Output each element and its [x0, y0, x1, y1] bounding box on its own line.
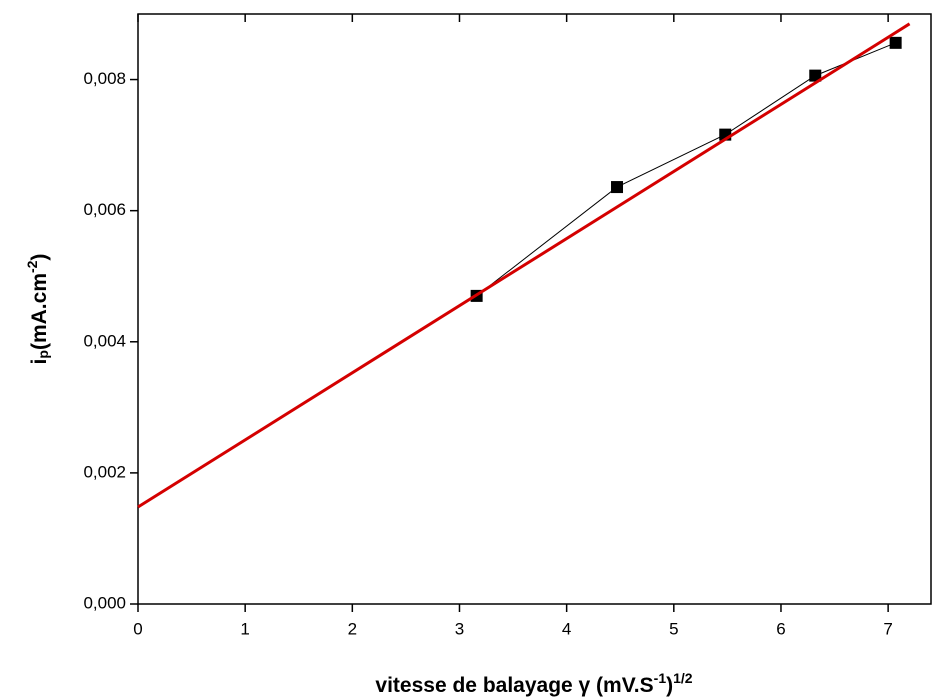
label-part: -1: [654, 670, 667, 686]
y-tick-label: 0,000: [83, 593, 126, 612]
y-tick-label: 0,006: [83, 200, 126, 219]
x-tick-label: 0: [133, 619, 142, 638]
data-point: [611, 181, 624, 194]
x-tick-label: 5: [669, 619, 678, 638]
y-tick-label: 0,002: [83, 462, 126, 481]
label-part: vitesse de balayage γ (mV.S: [375, 674, 653, 697]
x-tick-label: 7: [883, 619, 892, 638]
series-line: [137, 22, 911, 509]
data-point: [889, 36, 902, 49]
label-part: ): [666, 674, 673, 697]
y-axis-label: ip​(mA.cm-2​): [24, 254, 50, 365]
x-tick-label: 1: [240, 619, 249, 638]
plot-frame: [137, 13, 932, 605]
series-line: [476, 42, 896, 297]
x-tick-label: 4: [562, 619, 571, 638]
label-part: 1/2: [673, 670, 693, 686]
x-tick-label: 3: [455, 619, 464, 638]
x-axis-label: vitesse de balayage γ (mV.S-1​)1/2​: [375, 670, 692, 696]
label-part: (mA.cm: [28, 273, 51, 350]
y-tick-label: 0,008: [83, 69, 126, 88]
label-part: i: [28, 359, 51, 365]
label-part: p: [35, 350, 51, 359]
y-tick-label: 0,004: [83, 331, 126, 350]
data-point: [809, 69, 822, 82]
x-tick-label: 2: [348, 619, 357, 638]
x-tick-label: 6: [776, 619, 785, 638]
label-part: -2: [24, 260, 40, 273]
label-part: ): [28, 254, 51, 261]
